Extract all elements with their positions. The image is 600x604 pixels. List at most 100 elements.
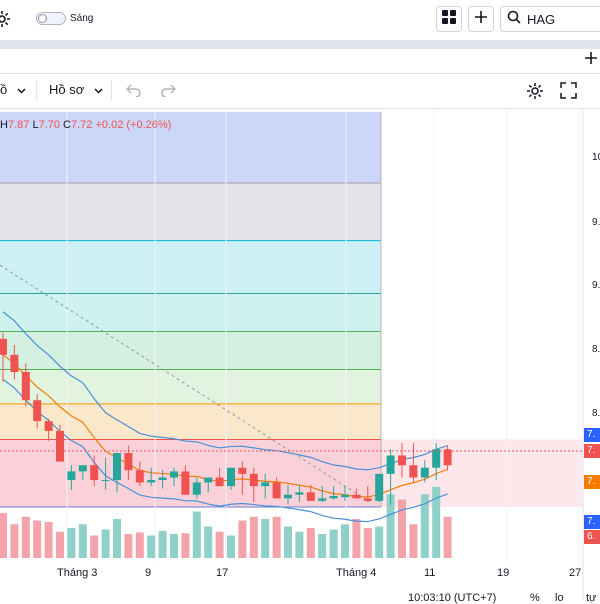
volume-bar	[10, 524, 19, 558]
candles	[0, 332, 452, 505]
volume-bar	[329, 529, 338, 558]
fib-band	[0, 369, 381, 404]
legend-l-value: 7.70	[38, 119, 60, 131]
chevron-down-icon	[17, 88, 26, 94]
volume-bar	[306, 528, 315, 558]
candle-body	[78, 465, 87, 472]
toolbar-divider	[36, 80, 37, 100]
separator	[0, 41, 600, 49]
candle-body	[67, 471, 76, 480]
price-tag: 7.	[584, 475, 600, 489]
volume-bar	[56, 531, 64, 558]
gear-icon[interactable]	[0, 9, 12, 34]
candle-body	[272, 482, 281, 499]
profile-menu[interactable]: Hồ sơ	[49, 82, 103, 97]
theme-toggle[interactable]: Sáng	[36, 10, 93, 27]
candle-body	[101, 480, 110, 481]
tab-bar	[0, 49, 600, 74]
partial-menu-label: ồ	[0, 82, 8, 97]
toggle-track[interactable]	[36, 12, 66, 25]
candle-body	[170, 471, 178, 478]
candle-body	[420, 467, 429, 478]
price-tick: 8.	[592, 344, 600, 355]
volume-bars	[0, 486, 452, 558]
fib-band	[0, 183, 381, 241]
volume-bar	[33, 520, 42, 558]
settings-gear-icon[interactable]	[525, 81, 545, 106]
partial-menu[interactable]: ồ	[0, 82, 26, 97]
date-tick: Tháng 3	[57, 567, 98, 579]
top-bar: Sáng	[0, 0, 600, 41]
search-input[interactable]	[527, 11, 597, 27]
date-tick: Tháng 4	[336, 567, 377, 579]
candle-body	[227, 467, 235, 487]
price-tag: 6.	[584, 530, 600, 544]
candle-body	[204, 477, 213, 483]
volume-bar	[113, 519, 121, 558]
candle-body	[329, 495, 338, 499]
auto-toggle[interactable]: tự	[586, 592, 597, 604]
volume-bar	[0, 513, 7, 558]
candle-body	[0, 338, 7, 355]
volume-bar	[44, 522, 53, 558]
candle-body	[261, 482, 270, 487]
candle-body	[398, 455, 406, 466]
fib-band	[0, 293, 381, 332]
fib-band	[0, 111, 381, 183]
add-symbol-button[interactable]	[468, 6, 494, 32]
volume-bar	[215, 531, 224, 558]
profile-menu-label: Hồ sơ	[49, 82, 85, 97]
date-tick: 19	[497, 567, 510, 579]
plus-icon	[474, 10, 488, 29]
date-tick: 9	[145, 567, 152, 579]
volume-bar	[432, 486, 441, 558]
percent-toggle[interactable]: %	[530, 592, 540, 604]
status-bar: 10:03:10 (UTC+7) % lo tự	[0, 588, 600, 604]
legend-l-label: L	[32, 119, 39, 131]
clock-label: 10:03:10 (UTC+7)	[408, 592, 497, 604]
volume-bar	[386, 494, 395, 558]
volume-bar	[443, 516, 452, 558]
upper-band-line	[2, 311, 448, 471]
price-chart[interactable]	[0, 109, 600, 600]
volume-bar	[318, 534, 327, 558]
redo-icon[interactable]	[160, 83, 177, 102]
candle-body	[432, 449, 441, 468]
layout-grid-button[interactable]	[436, 6, 462, 32]
candle-body	[21, 372, 30, 401]
grid-icon	[442, 9, 456, 29]
candle-body	[192, 482, 201, 495]
candle-body	[181, 471, 190, 495]
plus-icon[interactable]	[584, 51, 598, 70]
fibonacci-retracement[interactable]	[0, 111, 583, 508]
candle-body	[306, 492, 315, 501]
moving-average-line	[2, 354, 448, 498]
candle-body	[318, 498, 327, 501]
volume-bar	[295, 531, 304, 558]
undo-icon[interactable]	[125, 83, 142, 102]
volume-bar	[21, 516, 30, 558]
candle-body	[113, 453, 121, 480]
price-tick: 10	[592, 152, 600, 163]
candle-body	[44, 421, 53, 431]
volume-bar	[341, 524, 349, 558]
volume-bar	[375, 526, 384, 558]
volume-bar	[420, 494, 429, 558]
candle-body	[363, 498, 372, 501]
candle-body	[158, 477, 167, 480]
candle-body	[341, 494, 349, 498]
fullscreen-icon[interactable]	[560, 82, 577, 104]
symbol-search[interactable]	[500, 6, 600, 32]
date-tick: 27	[569, 567, 582, 579]
candle-body	[10, 354, 19, 372]
candle-body	[215, 477, 224, 487]
volume-bar	[192, 511, 201, 558]
log-toggle[interactable]: lo	[555, 592, 564, 604]
volume-bar	[261, 519, 270, 558]
date-tick: 17	[216, 567, 229, 579]
candle-body	[147, 480, 156, 483]
volume-bar	[272, 516, 281, 558]
price-tag: 7.	[584, 515, 600, 529]
candle-body	[409, 465, 418, 478]
candle-body	[284, 494, 292, 499]
